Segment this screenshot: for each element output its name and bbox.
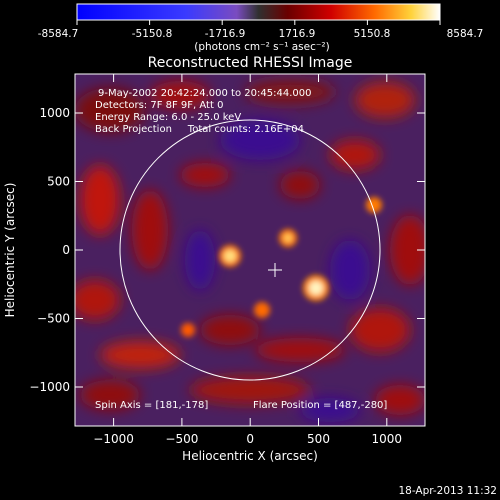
y-tick-label: −500 [37,312,70,326]
x-tick-label: 500 [307,432,330,446]
y-axis-label: Heliocentric Y (arcsec) [3,183,17,318]
y-tick-label: −1000 [29,380,70,394]
colorbar-unit-label: (photons cm⁻² s⁻¹ asec⁻²) [194,41,329,53]
solar-limb-circle [119,119,381,381]
colorbar-tick-label: 5150.8 [354,28,391,40]
colorbar-tick-label: -1716.9 [205,28,246,40]
colorbar-tick-label: 8584.7 [447,28,484,40]
plot-title: Reconstructed RHESSI Image [148,55,353,71]
colorbar: -8584.7 -5150.8 -1716.9 1716.9 5150.8 85… [38,3,484,53]
y-axis-ticks [75,112,425,388]
x-axis-ticks [113,74,388,426]
info-energy-range: Energy Range: 6.0 - 25.0 keV [95,112,241,123]
image-area [75,74,425,426]
colorbar-tick-label: -8584.7 [38,28,79,40]
y-tick-label: 0 [62,243,70,257]
x-tick-label: 0 [246,432,254,446]
colorbar-tick-marks [76,20,441,25]
spin-axis-label: Spin Axis = [181,-178] [95,400,208,411]
back-projection-texture [75,80,425,422]
y-tick-label: 1000 [39,106,70,120]
sun-center-marker [268,263,282,277]
colorbar-gradient [76,3,441,21]
info-detectors: Detectors: 7F 8F 9F, Att 0 [95,100,223,111]
info-time-range: 9-May-2002 20:42:24.000 to 20:45:44.000 [98,88,311,99]
y-tick-label: 500 [47,175,70,189]
info-annotations: 9-May-2002 20:42:24.000 to 20:45:44.000 … [95,88,311,135]
colorbar-tick-label: 1716.9 [279,28,316,40]
x-tick-label: −1000 [93,432,134,446]
footer-timestamp: 18-Apr-2013 11:32 [398,485,497,497]
flare-position-label: Flare Position = [487,-280] [253,400,387,411]
info-method-counts: Back Projection Total counts: 2.16E+04 [95,124,304,135]
x-axis-label: Heliocentric X (arcsec) [182,449,318,463]
x-tick-label: 1000 [372,432,403,446]
x-tick-label: −500 [165,432,198,446]
colorbar-tick-label: -5150.8 [132,28,173,40]
bright-sources [181,197,382,337]
